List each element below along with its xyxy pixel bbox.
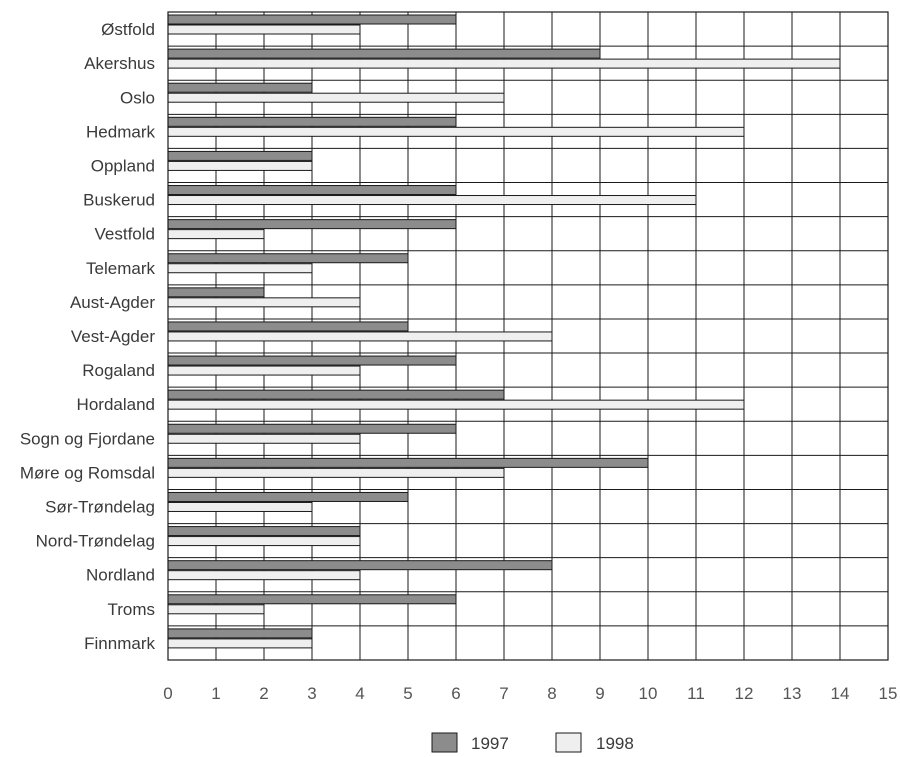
category-label: Aust-Agder — [70, 293, 155, 312]
bar-1997 — [167, 423, 457, 434]
category-label: Sør-Trøndelag — [45, 498, 155, 517]
bar-1997 — [167, 48, 601, 59]
category-label: Sogn og Fjordane — [20, 429, 155, 448]
bar-1998 — [167, 399, 745, 410]
category-label: Nord-Trøndelag — [36, 532, 155, 551]
category-label: Oppland — [91, 156, 155, 175]
bar-1997 — [167, 321, 409, 332]
x-tick-label: 14 — [831, 684, 850, 703]
category-label: Troms — [107, 600, 155, 619]
legend-swatch-1998 — [555, 732, 582, 753]
bar-1997 — [167, 594, 457, 605]
x-tick-label: 4 — [355, 684, 364, 703]
x-tick-label: 11 — [687, 684, 705, 703]
bar-1998 — [167, 58, 841, 69]
bar-1998 — [167, 433, 361, 444]
category-label: Hedmark — [86, 122, 155, 141]
category-label: Hordaland — [77, 395, 155, 414]
bar-1997 — [167, 457, 649, 468]
bar-1997 — [167, 560, 553, 571]
bar-1998 — [167, 92, 505, 103]
x-tick-label: 5 — [403, 684, 412, 703]
bar-1997 — [167, 82, 313, 93]
plot-border — [167, 11, 889, 661]
bar-1997 — [167, 14, 457, 25]
category-label: Vestfold — [95, 225, 156, 244]
x-tick-label: 13 — [783, 684, 802, 703]
bar-1998 — [167, 570, 361, 581]
bar-1998 — [167, 638, 313, 649]
plot-frame — [167, 11, 889, 661]
bar-1997 — [167, 526, 361, 537]
bar-1998 — [167, 331, 553, 342]
x-tick-label: 0 — [163, 684, 172, 703]
bar-1998 — [167, 501, 313, 512]
category-label: Rogaland — [82, 361, 155, 380]
legend-swatch-1997 — [431, 732, 458, 753]
bar-1997 — [167, 219, 457, 230]
bar-1998 — [167, 467, 505, 478]
x-tick-label: 2 — [259, 684, 268, 703]
bar-1998 — [167, 24, 361, 35]
bar-1998 — [167, 263, 313, 274]
category-label: Østfold — [101, 20, 155, 39]
bar-1998 — [167, 126, 745, 137]
bar-1998 — [167, 536, 361, 547]
bar-1998 — [167, 365, 361, 376]
bar-1997 — [167, 287, 265, 298]
bar-1998 — [167, 229, 265, 240]
category-label: Oslo — [120, 88, 155, 107]
bar-1997 — [167, 491, 409, 502]
bar-1997 — [167, 116, 457, 127]
category-label: Akershus — [84, 54, 155, 73]
x-tick-label: 7 — [499, 684, 508, 703]
bar-1997 — [167, 628, 313, 639]
bar-1998 — [167, 160, 313, 171]
x-tick-label: 3 — [307, 684, 316, 703]
bar-1997 — [167, 253, 409, 264]
bar-1997 — [167, 185, 457, 196]
category-label: Finnmark — [84, 634, 155, 653]
bar-1997 — [167, 355, 457, 366]
x-tick-label: 12 — [735, 684, 754, 703]
category-labels: Østfold Akershus Oslo Hedmark Oppland Buskeru… — [20, 20, 156, 653]
bar-1998 — [167, 604, 265, 615]
bar-1998 — [167, 297, 361, 308]
x-tick-label: 1 — [211, 684, 220, 703]
category-label: Møre og Romsdal — [20, 463, 155, 482]
x-tick-labels: 0 1 2 3 4 5 6 7 8 9 10 11 12 13 14 15 — [163, 684, 897, 703]
x-tick-label: 15 — [879, 684, 898, 703]
legend-label-1997: 1997 — [471, 734, 509, 753]
category-label: Vest-Agder — [71, 327, 155, 346]
legend-label-1998: 1998 — [596, 734, 634, 753]
x-tick-label: 10 — [639, 684, 658, 703]
category-label: Buskerud — [83, 191, 155, 210]
bar-1997 — [167, 150, 313, 161]
bar-1998 — [167, 195, 697, 206]
x-tick-label: 8 — [547, 684, 556, 703]
x-tick-label: 9 — [595, 684, 604, 703]
bar-1997 — [167, 389, 505, 400]
category-label: Nordland — [86, 566, 155, 585]
x-tick-label: 6 — [451, 684, 460, 703]
legend: 1997 1998 — [431, 732, 634, 753]
category-label: Telemark — [86, 259, 155, 278]
